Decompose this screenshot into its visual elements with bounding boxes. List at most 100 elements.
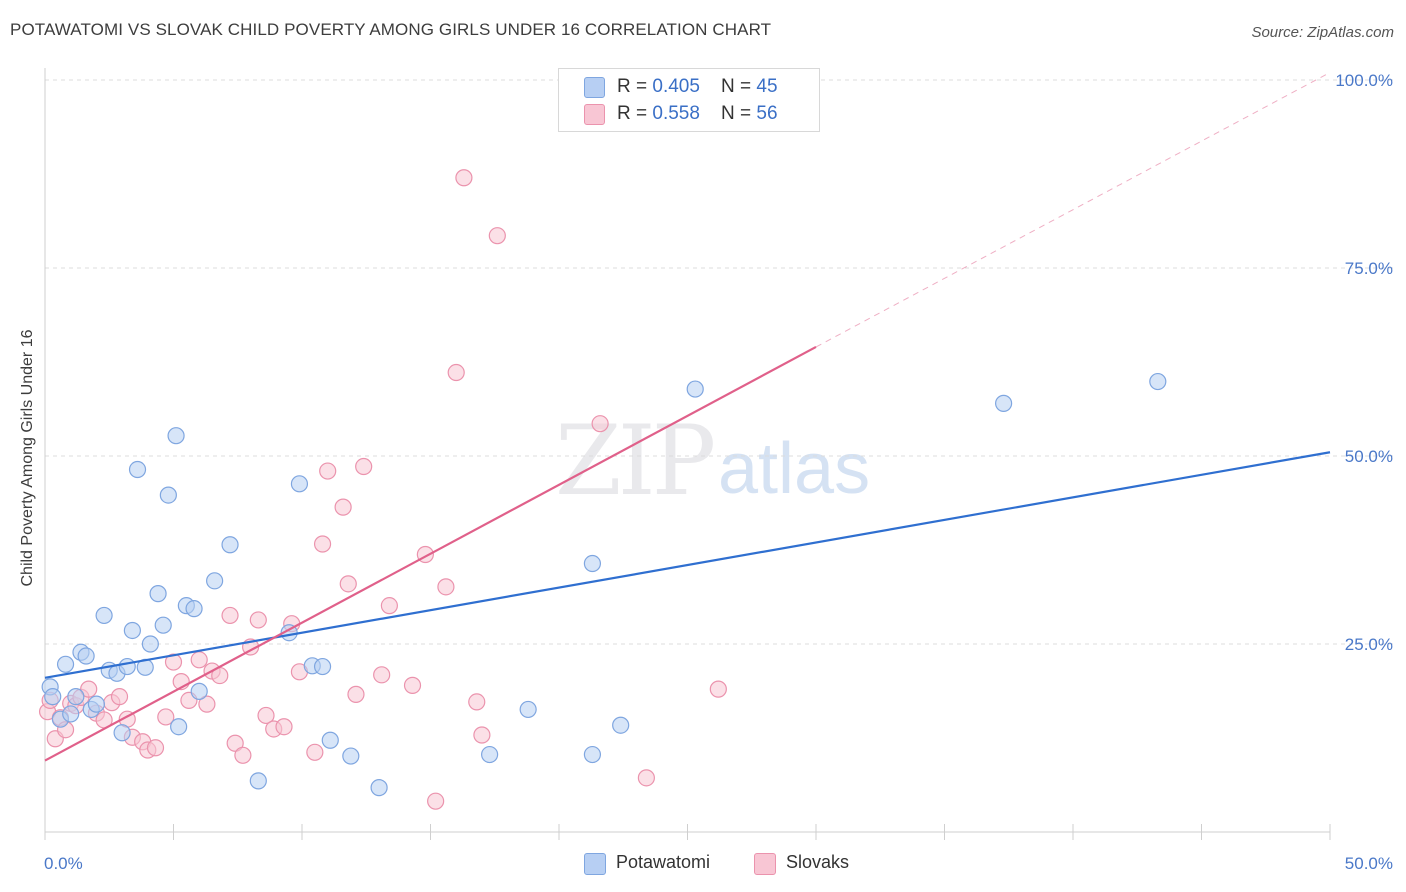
legend-swatch-potawatomi [584, 77, 605, 98]
point-potawatomi [77, 647, 95, 665]
bottom-legend-label-slovaks: Slovaks [786, 852, 850, 872]
point-potawatomi [113, 724, 131, 742]
point-slovaks [347, 685, 365, 703]
legend-n-value: 56 [756, 103, 778, 124]
point-potawatomi [87, 695, 106, 713]
point-slovaks [306, 743, 324, 761]
point-potawatomi [154, 616, 172, 634]
chart-title: POTAWATOMI VS SLOVAK CHILD POVERTY AMONG… [10, 20, 772, 39]
legend-r-value: 0.405 [652, 76, 700, 97]
point-slovaks [226, 734, 244, 752]
tick-labels: 25.0% 50.0% 75.0% 100.0% 0.0% 50.0% [44, 71, 1393, 873]
watermark-atlas: atlas [718, 429, 871, 509]
point-slovaks [334, 498, 352, 516]
point-slovaks [157, 708, 175, 726]
point-slovaks [164, 653, 183, 671]
point-slovaks [355, 457, 373, 476]
point-potawatomi [290, 475, 309, 493]
point-slovaks [275, 718, 293, 736]
legend-n-value: 45 [756, 76, 778, 97]
point-slovaks [339, 575, 357, 593]
point-potawatomi [995, 394, 1013, 412]
trend-line-slovaks-extension [815, 72, 1331, 348]
point-potawatomi [149, 585, 167, 603]
point-slovaks [427, 792, 445, 810]
point-slovaks [380, 597, 398, 615]
point-potawatomi [612, 716, 630, 734]
y-tick-label: 25.0% [1345, 635, 1393, 654]
point-potawatomi [221, 536, 239, 554]
bottom-legend-swatch-slovaks [754, 853, 776, 875]
x-tick-label: 0.0% [44, 854, 83, 873]
point-potawatomi [44, 688, 62, 706]
point-slovaks [221, 606, 239, 625]
point-slovaks [473, 726, 491, 744]
trend-line-potawatomi [44, 451, 1331, 679]
point-potawatomi [313, 657, 332, 676]
legend-r-label: R = [617, 76, 653, 97]
point-slovaks [80, 680, 98, 698]
point-potawatomi [1149, 372, 1167, 391]
point-potawatomi [342, 747, 360, 765]
legend-n-label: N = [721, 76, 757, 97]
x-tick-label: 50.0% [1345, 854, 1393, 873]
point-potawatomi [481, 745, 499, 764]
point-slovaks [249, 611, 267, 629]
point-slovaks [447, 363, 465, 382]
point-potawatomi [62, 705, 80, 723]
point-slovaks [257, 706, 275, 725]
point-potawatomi [167, 427, 185, 445]
point-slovaks [198, 695, 216, 713]
point-potawatomi [67, 688, 85, 706]
watermark-zip: ZIP [555, 405, 716, 517]
legend-n-label: N = [721, 103, 757, 124]
point-potawatomi [321, 731, 339, 749]
stats-legend: R = 0.405 N = 45 R = 0.558 N = 56 [558, 68, 820, 132]
point-slovaks [403, 676, 422, 694]
trend-line-slovaks [44, 345, 817, 762]
trend-lines [44, 72, 1331, 762]
point-potawatomi [249, 772, 267, 790]
point-potawatomi [123, 621, 141, 640]
point-potawatomi [185, 600, 203, 618]
point-potawatomi [95, 606, 113, 625]
point-potawatomi [583, 745, 602, 764]
series-potawatomi-points [41, 372, 1167, 797]
bottom-legend-swatch-potawatomi [584, 853, 606, 875]
point-potawatomi [56, 655, 75, 673]
chart-source: Source: ZipAtlas.com [1251, 24, 1394, 41]
point-slovaks [373, 666, 391, 684]
point-slovaks [146, 739, 165, 757]
legend-swatch-slovaks [584, 104, 605, 125]
point-slovaks [110, 688, 129, 706]
point-slovaks [709, 680, 727, 698]
point-slovaks [437, 578, 455, 596]
point-potawatomi [519, 700, 537, 719]
series-slovaks-points [38, 71, 727, 810]
point-potawatomi [128, 460, 147, 479]
point-slovaks [190, 651, 208, 669]
point-potawatomi [141, 635, 159, 653]
y-tick-label: 75.0% [1345, 259, 1393, 278]
point-slovaks [488, 227, 506, 245]
bottom-legend-label-potawatomi: Potawatomi [616, 852, 711, 872]
point-potawatomi [170, 718, 188, 736]
point-slovaks [468, 693, 486, 711]
point-potawatomi [206, 572, 224, 590]
axes [44, 68, 1331, 840]
point-slovaks [455, 169, 473, 187]
point-slovaks [319, 462, 337, 480]
point-slovaks [234, 746, 252, 764]
y-tick-label: 100.0% [1335, 71, 1393, 90]
point-potawatomi [686, 380, 704, 398]
point-slovaks [637, 769, 655, 787]
legend-r-label: R = [617, 103, 653, 124]
point-potawatomi [370, 779, 388, 797]
point-slovaks [591, 415, 609, 433]
point-potawatomi [118, 657, 136, 676]
point-potawatomi [583, 554, 602, 573]
y-tick-label: 50.0% [1345, 447, 1393, 466]
point-potawatomi [190, 682, 208, 700]
legend-r-value: 0.558 [652, 103, 700, 124]
